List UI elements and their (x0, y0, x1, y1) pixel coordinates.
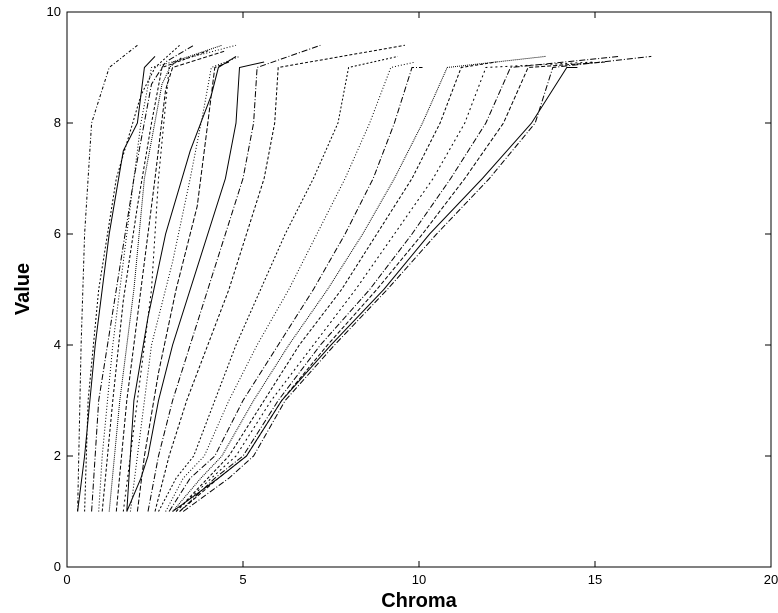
plot-frame (66, 11, 772, 568)
series-line-7 (108, 44, 223, 512)
y-axis-ticks: 0 2 4 6 8 10 (47, 4, 771, 574)
x-tick-label: 15 (588, 572, 602, 587)
series-line-22 (179, 55, 620, 512)
series-line-8 (115, 50, 226, 512)
series-line-21 (175, 61, 596, 512)
y-axis-label: Value (12, 263, 34, 315)
series-line-16 (158, 55, 399, 512)
series-line-13 (126, 61, 265, 512)
x-axis-label: Chroma (381, 590, 457, 612)
y-tick-label: 6 (54, 226, 61, 241)
series-line-6 (101, 50, 208, 512)
series-layer (77, 44, 652, 512)
series-line-19 (172, 55, 546, 512)
series-line-10 (126, 55, 237, 512)
x-tick-label: 0 (63, 572, 70, 587)
series-line-9 (122, 56, 184, 512)
series-line-25 (182, 55, 652, 512)
series-line-11 (129, 55, 240, 512)
series-line-14 (147, 44, 321, 512)
y-tick-label: 8 (54, 115, 61, 130)
series-line-20 (175, 61, 497, 512)
y-tick-label: 4 (54, 337, 61, 352)
series-line-24 (172, 67, 578, 512)
series-line-12 (136, 61, 230, 512)
x-tick-label: 10 (412, 572, 426, 587)
series-line-4 (91, 44, 194, 512)
y-tick-label: 0 (54, 559, 61, 574)
series-line-15 (154, 44, 405, 512)
series-line-5 (98, 44, 237, 512)
series-line-3 (84, 44, 180, 512)
y-tick-label: 10 (47, 4, 61, 19)
x-axis-ticks: 0 5 10 15 20 (63, 12, 778, 587)
plot-border (66, 11, 772, 568)
x-tick-label: 5 (239, 572, 246, 587)
series-line-18 (168, 67, 423, 512)
y-tick-label: 2 (54, 448, 61, 463)
x-tick-label: 20 (764, 572, 778, 587)
series-line-1 (77, 44, 138, 512)
series-line-17 (165, 61, 416, 512)
series-line-2 (77, 56, 156, 512)
